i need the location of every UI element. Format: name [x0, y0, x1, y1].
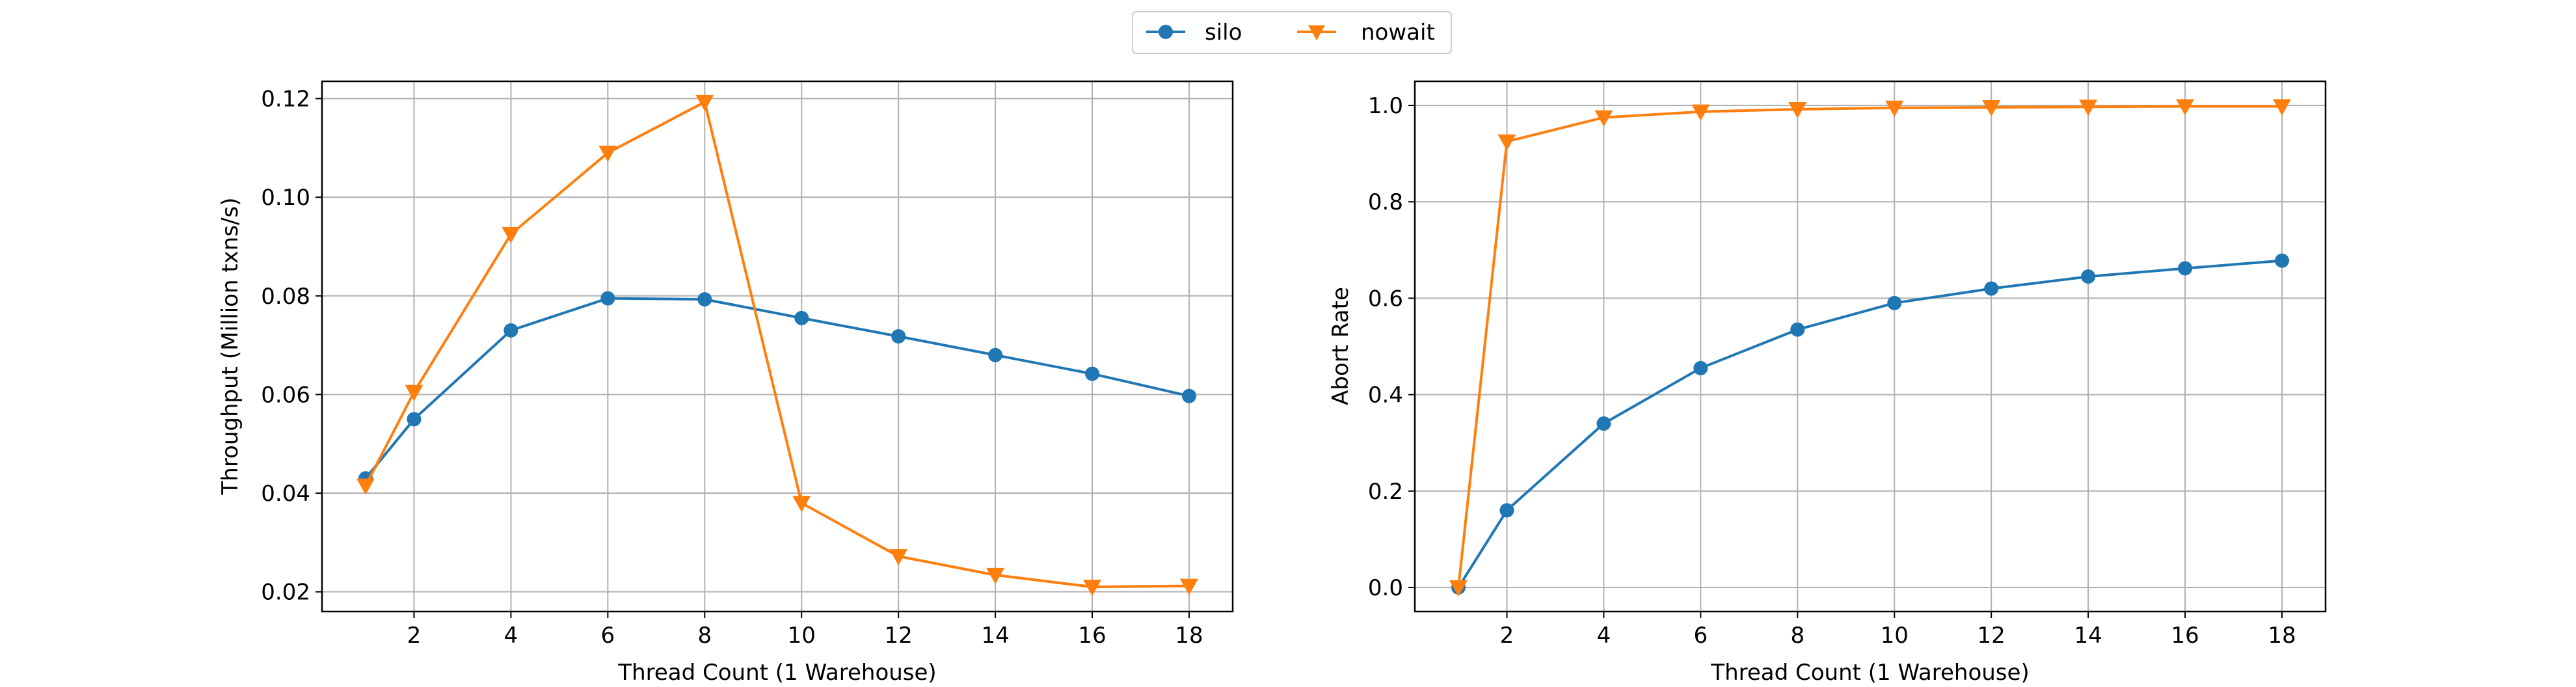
- abort-rate-y-axis-label: Abort Rate: [1328, 287, 1354, 405]
- abort-rate-gridlines: [1415, 81, 2326, 612]
- abort-rate-point-nowait: [1691, 104, 1710, 121]
- throughput-x-tick-label: 16: [1078, 623, 1106, 649]
- abort-rate-x-tick-label: 6: [1694, 623, 1708, 649]
- throughput-point-silo: [891, 329, 906, 344]
- abort-rate-y-tick-label: 0.4: [1368, 383, 1403, 409]
- abort-rate-x-tick-label: 8: [1790, 623, 1805, 649]
- throughput-point-nowait: [792, 496, 811, 513]
- abort-rate-point-silo: [1984, 281, 1999, 296]
- abort-rate-y-tick-label: 0.2: [1368, 479, 1403, 505]
- abort-rate-point-nowait: [2079, 100, 2098, 116]
- throughput-x-tick-label: 2: [407, 623, 422, 649]
- throughput-point-silo: [697, 292, 712, 307]
- abort-rate-y-tick-label: 0.8: [1368, 189, 1403, 215]
- legend-marker-nowait: [1308, 25, 1325, 40]
- throughput-x-axis-label: Thread Count (1 Warehouse): [617, 660, 936, 686]
- abort-rate-y-tick-label: 0.6: [1368, 286, 1403, 312]
- throughput-x-tick-label: 12: [885, 623, 913, 649]
- abort-rate-point-silo: [1499, 503, 1514, 518]
- throughput-ticks: 2 4 6 8 10 12 14 16 18 0.02 0.04 0.06 0.08 0.10 0.12: [261, 87, 1203, 649]
- abort-rate-point-silo: [2081, 269, 2096, 284]
- throughput-x-tick-label: 18: [1175, 623, 1203, 649]
- legend-frame: [1132, 11, 1452, 54]
- throughput-point-silo: [794, 310, 809, 325]
- abort-rate-x-tick-label: 2: [1500, 623, 1514, 649]
- throughput-series: [356, 94, 1198, 597]
- throughput-point-silo: [407, 412, 422, 427]
- throughput-point-silo: [1181, 388, 1196, 403]
- throughput-point-nowait: [986, 567, 1005, 584]
- throughput-point-nowait: [1083, 580, 1102, 597]
- abort-rate-point-silo: [1887, 295, 1902, 310]
- throughput-x-tick-label: 6: [601, 623, 615, 649]
- throughput-x-tick-label: 14: [981, 623, 1009, 649]
- abort-rate-point-silo: [1790, 322, 1805, 337]
- throughput-series-line-nowait: [364, 100, 1190, 589]
- throughput-point-nowait: [405, 384, 423, 401]
- abort-rate-point-nowait: [1982, 100, 2001, 117]
- throughput-y-tick-label: 0.12: [261, 87, 310, 113]
- throughput-chart: 2 4 6 8 10 12 14 16 18 0.02 0.04 0.06 0.08 0.10 0.12 T…: [217, 80, 1234, 686]
- abort-rate-x-tick-label: 10: [1881, 623, 1909, 649]
- abort-rate-point-nowait: [1788, 101, 1807, 118]
- throughput-x-tick-label: 4: [504, 623, 518, 649]
- throughput-y-tick-label: 0.06: [261, 382, 310, 408]
- throughput-x-tick-label: 8: [697, 623, 712, 649]
- throughput-series-line-silo: [364, 297, 1190, 479]
- throughput-point-nowait: [598, 145, 617, 162]
- abort-rate-point-nowait: [2272, 99, 2291, 116]
- abort-rate-point-silo: [1693, 360, 1708, 375]
- legend-entry-silo: silo: [1146, 20, 1242, 46]
- abort-rate-x-tick-label: 14: [2074, 623, 2102, 649]
- abort-rate-x-tick-label: 12: [1978, 623, 2006, 649]
- legend: silo nowait: [1132, 11, 1452, 54]
- throughput-plot-frame: [321, 80, 1234, 613]
- abort-rate-point-silo: [2178, 261, 2193, 276]
- abort-rate-y-tick-label: 0.0: [1368, 575, 1403, 601]
- throughput-y-tick-label: 0.02: [261, 580, 310, 606]
- throughput-point-nowait: [695, 94, 714, 111]
- legend-label-nowait: nowait: [1361, 20, 1435, 46]
- abort-rate-y-tick-label: 1.0: [1368, 93, 1403, 119]
- abort-rate-point-silo: [2274, 253, 2289, 268]
- abort-rate-series: [1449, 99, 2291, 597]
- abort-rate-chart: 2 4 6 8 10 12 14 16 18 0.0 0.2 0.4 0.6 0.8 1.0 Thread …: [1328, 80, 2327, 686]
- throughput-y-axis-label: Throughput (Million txns/s): [217, 198, 243, 496]
- abort-rate-point-nowait: [1594, 110, 1613, 127]
- throughput-point-nowait: [889, 549, 908, 566]
- abort-rate-point-nowait: [1497, 134, 1516, 151]
- abort-rate-point-nowait: [2176, 99, 2195, 116]
- throughput-point-silo: [600, 291, 615, 306]
- throughput-y-tick-label: 0.08: [261, 284, 310, 310]
- throughput-point-silo: [988, 347, 1003, 362]
- abort-rate-x-tick-label: 18: [2268, 623, 2296, 649]
- abort-rate-x-axis-label: Thread Count (1 Warehouse): [1710, 660, 2029, 686]
- throughput-point-silo: [503, 323, 518, 338]
- throughput-y-tick-label: 0.04: [261, 481, 310, 507]
- legend-entry-nowait: nowait: [1297, 20, 1435, 46]
- abort-rate-x-tick-label: 4: [1597, 623, 1611, 649]
- throughput-point-nowait: [356, 478, 375, 495]
- abort-rate-ticks: 2 4 6 8 10 12 14 16 18 0.0 0.2 0.4 0.6 0.8 1.0: [1368, 93, 2296, 649]
- throughput-point-silo: [1085, 366, 1100, 381]
- legend-marker-silo: [1159, 25, 1173, 39]
- throughput-x-tick-label: 10: [788, 623, 816, 649]
- throughput-y-tick-label: 0.10: [261, 185, 310, 211]
- abort-rate-point-silo: [1596, 416, 1611, 431]
- throughput-point-nowait: [502, 227, 520, 244]
- abort-rate-point-nowait: [1449, 580, 1468, 597]
- legend-label-silo: silo: [1205, 20, 1242, 46]
- abort-rate-point-nowait: [1885, 100, 1904, 117]
- abort-rate-series-line-silo: [1457, 259, 2283, 589]
- abort-rate-plot-frame: [1414, 80, 2327, 613]
- abort-rate-series-line-nowait: [1457, 105, 2282, 588]
- abort-rate-x-tick-label: 16: [2171, 623, 2199, 649]
- throughput-point-nowait: [1179, 578, 1198, 595]
